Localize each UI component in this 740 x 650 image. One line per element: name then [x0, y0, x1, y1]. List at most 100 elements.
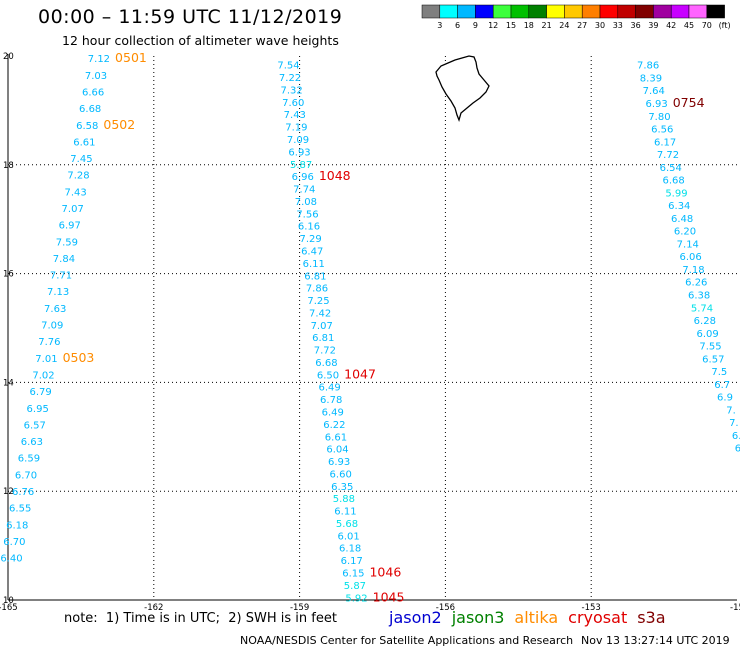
- y-tick-label: 16: [3, 270, 14, 280]
- swh-value-label: 6.38: [688, 290, 710, 301]
- swh-value-label: 5.88: [333, 494, 355, 505]
- swh-value-label: 7.72: [657, 150, 679, 161]
- swh-value-label: 5.68: [336, 519, 358, 530]
- swh-value-label: 6.18: [339, 544, 361, 555]
- swh-value-label: 7.28: [67, 171, 89, 182]
- swh-value-label: 6.50: [317, 370, 339, 381]
- x-tick-label: -153: [582, 603, 601, 613]
- swh-value-label: 6.96: [292, 172, 314, 183]
- colorbar-swatch: [670, 4, 690, 19]
- swh-value-label: 7.32: [280, 85, 302, 96]
- swh-value-label: 7.80: [648, 112, 670, 123]
- colorbar-swatch: [492, 4, 512, 19]
- swh-value-label: 6.55: [9, 504, 31, 515]
- swh-value-label: 6.66: [82, 87, 104, 98]
- y-tick-label: 10: [3, 596, 14, 606]
- colorbar-swatch: [635, 4, 654, 19]
- time-label: 0501: [115, 50, 147, 65]
- swh-value-label: 7.86: [306, 284, 328, 295]
- swh-value-label: 6.70: [3, 537, 25, 548]
- colorbar-label: (ft): [719, 21, 731, 30]
- x-tick-label: -165: [0, 603, 18, 613]
- swh-value-label: 6.06: [679, 252, 701, 263]
- swh-value-label: 7.64: [643, 86, 665, 97]
- chart-title: 00:00 – 11:59 UTC 11/12/2019: [38, 6, 343, 28]
- swh-value-label: 8.39: [640, 73, 662, 84]
- swh-value-label: 6.58: [76, 121, 98, 132]
- swh-value-label: 6.26: [685, 278, 707, 289]
- credit-timestamp: Nov 13 13:27:14 UTC 2019: [581, 634, 730, 647]
- swh-value-label: 6.61: [73, 137, 95, 148]
- colorbar-swatch: [599, 4, 619, 19]
- swh-value-label: 6.11: [334, 507, 356, 518]
- swh-value-label: 6.40: [0, 554, 22, 565]
- swh-value-label: 6.70: [15, 470, 37, 481]
- legend-altika: altika: [514, 608, 559, 627]
- swh-value-label: 5.99: [665, 188, 687, 199]
- axis-tick-labels: -165 -162 -159 -156 -153 -15 10 12 14 16 18 20: [0, 52, 740, 613]
- colorbar-label: 12: [488, 21, 498, 30]
- swh-value-label: 6.63: [21, 437, 43, 448]
- credit-line: NOAA/NESDIS Center for Satellite Applica…: [240, 634, 574, 647]
- swh-value-label: 7.63: [44, 304, 66, 315]
- swh-value-label: 6.15: [342, 569, 364, 580]
- swh-value-label: 7.86: [637, 61, 659, 72]
- swh-value-label: 7.02: [32, 370, 54, 381]
- swh-value-label: 7.08: [295, 197, 317, 208]
- swh-value-label: 6.49: [318, 383, 340, 394]
- plot-frame: [7, 54, 737, 601]
- swh-value-label: 6.68: [315, 358, 337, 369]
- x-tick-label: -15: [730, 603, 740, 613]
- colorbar-label: 6: [455, 21, 460, 30]
- track-altika: 7.12 7.03 6.66 6.68 6.58 6.61 7.45 7.28 7.43 7.07…: [0, 50, 147, 564]
- colorbar-label: 39: [648, 21, 658, 30]
- satellite-legend: jason2 jason3 altika cryosat s3a: [389, 608, 676, 627]
- colorbar-label: 15: [506, 21, 516, 30]
- swh-value-label: 7.13: [47, 287, 69, 298]
- colorbar-swatch: [653, 4, 672, 19]
- colorbar-swatch: [546, 4, 565, 19]
- swh-value-label: 6.60: [330, 469, 352, 480]
- colorbar-swatch: [510, 4, 530, 19]
- swh-value-label: 7.14: [677, 239, 699, 250]
- swh-value-label: 6.35: [331, 482, 353, 493]
- swh-value-label: 6.95: [27, 404, 49, 415]
- time-label: 1046: [369, 565, 401, 580]
- colorbar-label: 33: [613, 21, 623, 30]
- colorbar-label: 18: [524, 21, 534, 30]
- swh-value-label: 6.11: [303, 259, 325, 270]
- time-label: 0502: [103, 117, 135, 132]
- colorbar-label: 27: [577, 21, 587, 30]
- swh-value-label: 6.68: [79, 104, 101, 115]
- swh-value-label: 7.43: [284, 110, 306, 121]
- swh-value-label: 6.28: [694, 316, 716, 327]
- swh-value-label: 6.18: [6, 520, 28, 531]
- colorbar-label: 3: [437, 21, 442, 30]
- swh-value-label: 6.01: [337, 531, 359, 542]
- swh-value-label: 7.45: [70, 154, 92, 165]
- grid-lines: [8, 56, 737, 600]
- y-tick-label: 12: [3, 487, 14, 497]
- y-tick-label: 20: [3, 52, 14, 62]
- swh-value-label: 7.19: [285, 123, 307, 134]
- legend-s3a: s3a: [637, 608, 666, 627]
- chart-subtitle: 12 hour collection of altimeter wave hei…: [62, 33, 339, 48]
- swh-value-label: 6.68: [662, 176, 684, 187]
- swh-value-label: 6.61: [325, 432, 347, 443]
- colorbar-label: 70: [702, 21, 712, 30]
- swh-value-label: 7.07: [311, 321, 333, 332]
- swh-value-label: 6.34: [668, 201, 690, 212]
- swh-value-label: 6.49: [322, 407, 344, 418]
- swh-value-label: 6.17: [341, 556, 363, 567]
- swh-value-label: 7.72: [314, 346, 336, 357]
- swh-value-label: 7.01: [35, 354, 57, 365]
- swh-value-label: 6.76: [12, 487, 34, 498]
- swh-value-label: 7.43: [64, 187, 86, 198]
- swh-value-label: 7.: [729, 418, 739, 429]
- color-scale-bar: 3 6 9 12 15 18 21 24 27 30 33 36 39 42 45 70 (ft): [421, 4, 731, 30]
- track-cryosat: 7.547.227.327.607.437.197.096.935.876.96…: [277, 61, 404, 605]
- swh-value-label: 6.81: [304, 271, 326, 282]
- y-tick-label: 18: [3, 161, 14, 171]
- legend-cryosat: cryosat: [568, 608, 628, 627]
- swh-value-label: 6.7: [714, 380, 730, 391]
